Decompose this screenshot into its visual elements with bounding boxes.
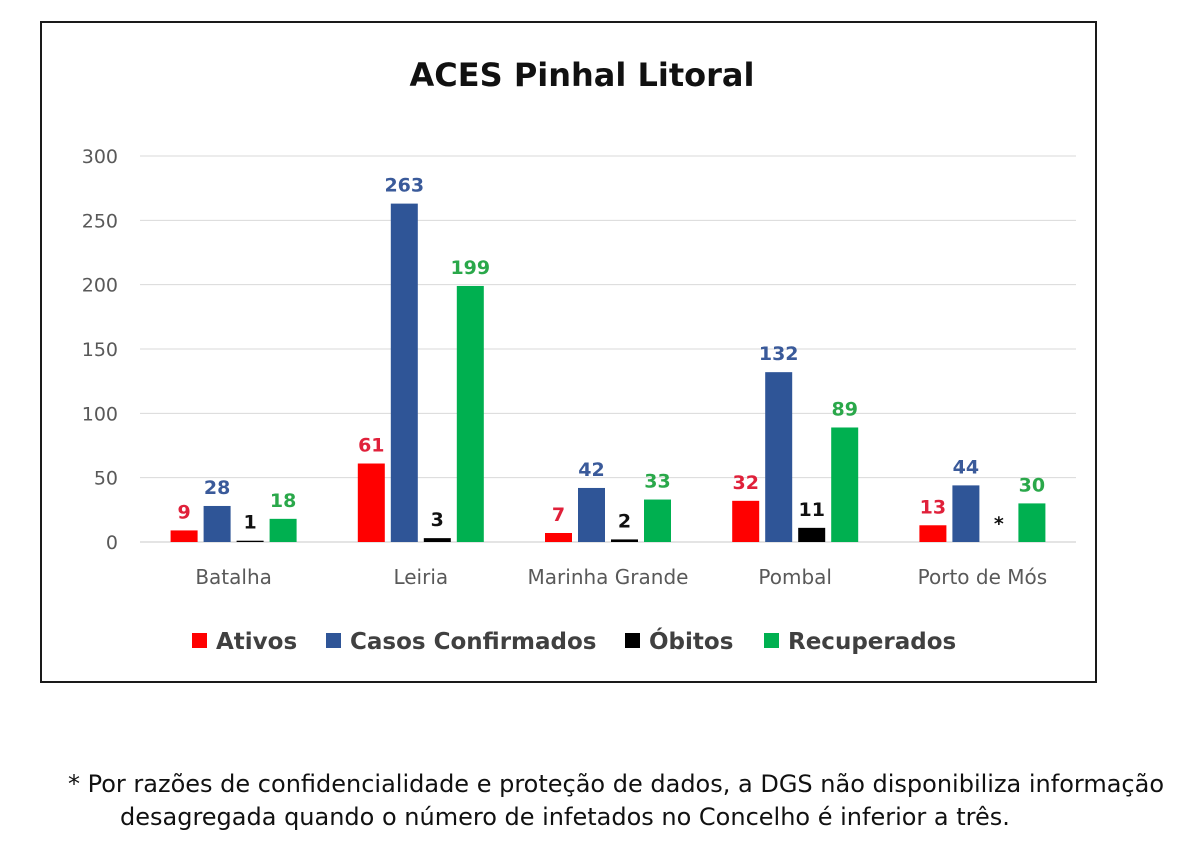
y-tick-label: 200 bbox=[82, 275, 118, 297]
data-label: 30 bbox=[1019, 474, 1045, 496]
y-tick-label: 250 bbox=[82, 210, 118, 232]
bar bbox=[644, 499, 671, 542]
data-label: 28 bbox=[204, 477, 230, 499]
data-label: 13 bbox=[920, 496, 946, 518]
legend-entry: Ativos bbox=[216, 629, 297, 655]
bar bbox=[831, 427, 859, 542]
data-label: 44 bbox=[953, 456, 979, 478]
x-category-label: Marinha Grande bbox=[528, 565, 689, 589]
chart-title: ACES Pinhal Litoral bbox=[410, 56, 755, 94]
bar bbox=[578, 487, 605, 542]
legend: Ativos Casos Confirmados Óbitos Recuperados bbox=[192, 627, 956, 655]
bar bbox=[203, 505, 231, 542]
legend-entry: Óbitos bbox=[649, 627, 733, 655]
footnote: * Por razões de confidencialidade e prot… bbox=[68, 768, 1188, 834]
x-category-label: Porto de Mós bbox=[918, 565, 1048, 589]
data-label: 132 bbox=[759, 343, 799, 365]
bar bbox=[390, 203, 418, 542]
bar bbox=[732, 500, 760, 542]
bar bbox=[456, 285, 484, 542]
data-label: 11 bbox=[798, 499, 824, 521]
bar bbox=[765, 372, 793, 542]
data-label: 9 bbox=[177, 501, 190, 523]
data-label: 1 bbox=[243, 512, 256, 534]
data-label: 7 bbox=[552, 504, 565, 526]
y-tick-label: 150 bbox=[82, 339, 118, 361]
bar-chart: ACES Pinhal Litoral 92811861263319974223… bbox=[82, 56, 1076, 655]
data-label: 33 bbox=[644, 471, 670, 493]
y-tick-label: 50 bbox=[94, 468, 118, 490]
legend-swatch bbox=[625, 633, 640, 648]
y-tick-label: 0 bbox=[106, 532, 118, 554]
data-label: 199 bbox=[450, 257, 490, 279]
x-category-label: Pombal bbox=[758, 565, 832, 589]
data-label: 3 bbox=[431, 509, 444, 531]
footnote-line-1: * Por razões de confidencialidade e prot… bbox=[68, 770, 1165, 798]
bar bbox=[952, 485, 980, 542]
data-label: * bbox=[994, 513, 1004, 535]
bar bbox=[423, 538, 451, 542]
x-category-label: Leiria bbox=[393, 565, 448, 589]
data-label: 61 bbox=[358, 435, 384, 457]
bar bbox=[798, 527, 826, 542]
x-category-label: Batalha bbox=[195, 565, 272, 589]
bar bbox=[236, 540, 264, 542]
data-label: 89 bbox=[831, 398, 857, 420]
chart-frame: ACES Pinhal Litoral 9 28 1 18 61 263 3 199 7 42 2 3… bbox=[40, 21, 1097, 683]
bar bbox=[611, 539, 638, 542]
legend-entry: Casos Confirmados bbox=[350, 629, 596, 655]
y-tick-label: 300 bbox=[82, 146, 118, 168]
bar bbox=[919, 525, 947, 542]
legend-swatch bbox=[764, 633, 779, 648]
data-label: 32 bbox=[732, 472, 758, 494]
data-label: 42 bbox=[578, 459, 604, 481]
data-label: 18 bbox=[270, 490, 296, 512]
legend-entry: Recuperados bbox=[788, 629, 956, 655]
legend-swatch bbox=[326, 633, 341, 648]
legend-swatch bbox=[192, 633, 207, 648]
bar bbox=[170, 530, 198, 542]
data-label: 263 bbox=[384, 175, 424, 197]
data-label: 2 bbox=[618, 510, 631, 532]
y-tick-label: 100 bbox=[82, 403, 118, 425]
axes: 0 50 100 150 200 250 300 Batalha Leiria Marinha G… bbox=[82, 146, 1047, 589]
bar bbox=[1018, 503, 1046, 542]
bar bbox=[357, 463, 385, 542]
bars bbox=[170, 203, 1046, 542]
footnote-line-2: desagregada quando o número de infetados… bbox=[120, 803, 1010, 831]
bar bbox=[269, 518, 297, 542]
data-labels: 9 28 1 18 61 263 3 199 7 42 2 33 32 132 11 89 13 44 * 30 bbox=[177, 175, 1045, 535]
bar bbox=[545, 532, 572, 542]
gridlines bbox=[140, 155, 1076, 543]
